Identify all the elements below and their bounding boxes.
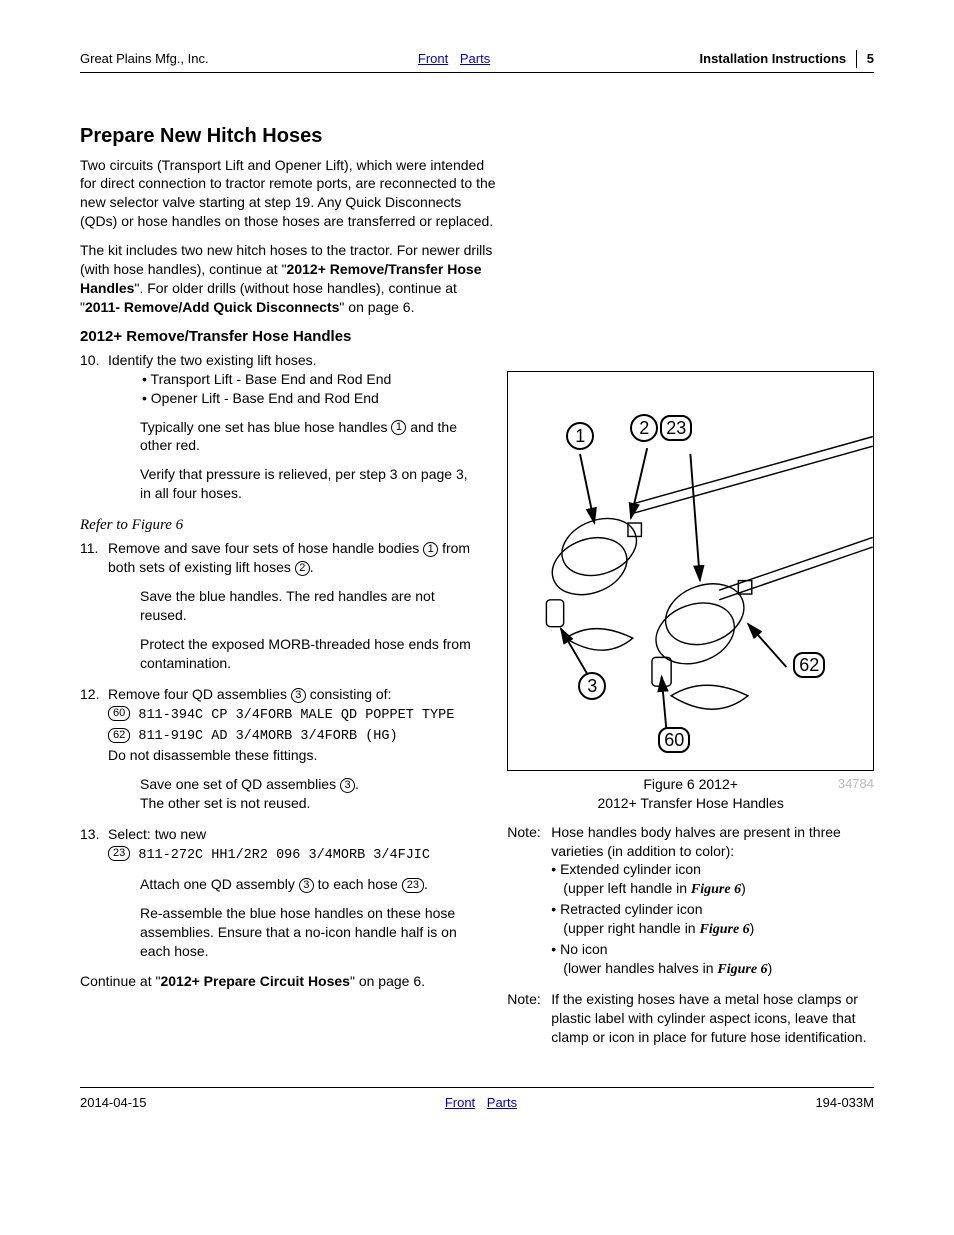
- note-2: Note: If the existing hoses have a metal…: [507, 990, 874, 1047]
- page-header: Great Plains Mfg., Inc. Front Parts Inst…: [80, 50, 874, 73]
- callout-60: 60: [658, 727, 690, 753]
- step-12: 12. Remove four QD assemblies 3 consisti…: [80, 685, 477, 813]
- header-company: Great Plains Mfg., Inc.: [80, 50, 209, 68]
- part-60-icon: 60: [108, 706, 130, 721]
- circled-1-icon: 1: [423, 542, 438, 557]
- step-10: 10. Identify the two existing lift hoses…: [80, 351, 477, 503]
- circled-3-icon: 3: [299, 878, 314, 893]
- link-parts-bottom[interactable]: Parts: [487, 1095, 517, 1110]
- callout-62: 62: [793, 652, 825, 678]
- part-62-icon: 62: [108, 728, 130, 743]
- two-column-region: 10. Identify the two existing lift hoses…: [80, 351, 874, 1047]
- intro-para-2: The kit includes two new hitch hoses to …: [80, 241, 500, 317]
- section-title: Prepare New Hitch Hoses: [80, 123, 874, 150]
- continue-line: Continue at "2012+ Prepare Circuit Hoses…: [80, 972, 477, 991]
- figure-6: 1 2 23 3 60 62: [507, 371, 874, 771]
- footer-date: 2014-04-15: [80, 1094, 147, 1112]
- subheading: 2012+ Remove/Transfer Hose Handles: [80, 327, 500, 347]
- note-1: Note: Hose handles body halves are prese…: [507, 823, 874, 980]
- part-23-icon: 23: [108, 846, 130, 861]
- footer-docnum: 194-033M: [815, 1094, 874, 1112]
- figure-image-number: 34784: [838, 775, 874, 793]
- step-11: 11. Remove and save four sets of hose ha…: [80, 539, 477, 672]
- circled-2-icon: 2: [295, 561, 310, 576]
- link-parts-top[interactable]: Parts: [460, 51, 490, 66]
- link-front-bottom[interactable]: Front: [445, 1095, 475, 1110]
- link-front-top[interactable]: Front: [418, 51, 448, 66]
- circled-3-icon: 3: [340, 778, 355, 793]
- header-right: Installation Instructions 5: [700, 50, 874, 68]
- right-column: 1 2 23 3 60 62 Figure 6 2012+ 34784 2012…: [507, 351, 874, 1047]
- refer-figure-6: Refer to Figure 6: [80, 515, 477, 535]
- callout-23: 23: [660, 415, 692, 441]
- left-column: 10. Identify the two existing lift hoses…: [80, 351, 477, 1047]
- page-number: 5: [856, 50, 874, 68]
- intro-para-1: Two circuits (Transport Lift and Opener …: [80, 156, 500, 232]
- step-13: 13. Select: two new 23 811-272C HH1/2R2 …: [80, 825, 477, 961]
- footer-links: Front Parts: [441, 1094, 521, 1112]
- page-footer: 2014-04-15 Front Parts 194-033M: [80, 1087, 874, 1116]
- part-23-icon: 23: [402, 878, 424, 893]
- header-links: Front Parts: [414, 50, 494, 68]
- header-title: Installation Instructions: [700, 51, 847, 66]
- figure-6-caption: Figure 6 2012+ 34784 2012+ Transfer Hose…: [507, 775, 874, 813]
- circled-3-icon: 3: [291, 688, 306, 703]
- circled-1-icon: 1: [391, 420, 406, 435]
